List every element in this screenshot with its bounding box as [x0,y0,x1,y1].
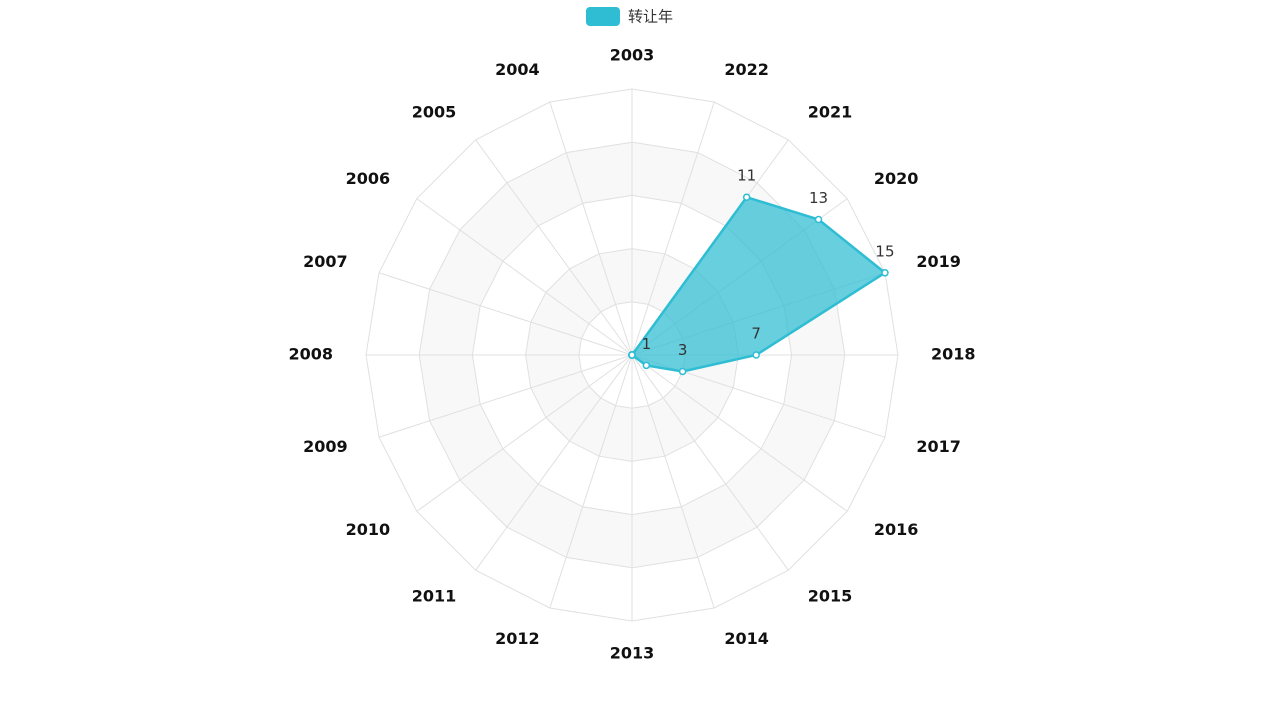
value-label: 1 [642,335,652,353]
data-point [742,193,751,201]
category-label: 2014 [724,629,769,648]
category-label: 2017 [916,437,961,456]
axis-line [631,101,715,356]
axis-line [631,354,715,609]
value-label: 13 [809,189,828,207]
category-label: 2013 [610,644,655,663]
axis-line [549,101,633,356]
data-point [814,215,823,224]
category-label: 2022 [724,60,769,79]
value-label: 7 [751,325,761,343]
series-area [630,195,888,373]
category-label: 2005 [412,103,457,122]
axis-line [378,354,633,438]
axis-line [631,354,848,512]
category-label: 2016 [874,520,919,539]
value-label: 15 [875,242,894,260]
category-label: 2021 [808,103,853,122]
axis-line [549,354,633,609]
category-label: 2009 [303,437,348,456]
axis-line [475,139,633,356]
category-label: 2018 [931,345,976,364]
category-label: 2004 [495,60,540,79]
category-label: 2019 [916,252,961,271]
category-label: 2006 [346,169,391,188]
axis-line [378,272,633,356]
legend-label[interactable]: 转让年 [628,8,673,26]
category-label: 2015 [808,586,853,605]
axis-line [631,354,789,571]
axis-line [475,354,633,571]
data-point [628,351,636,359]
category-label: 2020 [874,169,919,188]
value-label: 11 [737,167,756,185]
axis-line [416,198,633,356]
data-point [752,351,760,359]
legend-swatch[interactable] [586,7,620,26]
category-label: 2011 [412,586,457,605]
data-point [678,367,687,376]
axis-line [416,354,633,512]
category-label: 2003 [610,46,655,65]
data-point [881,269,889,277]
data-point [642,361,651,370]
value-label: 3 [678,341,688,359]
category-label: 2008 [288,345,333,364]
category-label: 2010 [346,520,391,539]
category-label: 2007 [303,252,348,271]
category-label: 2012 [495,629,540,648]
